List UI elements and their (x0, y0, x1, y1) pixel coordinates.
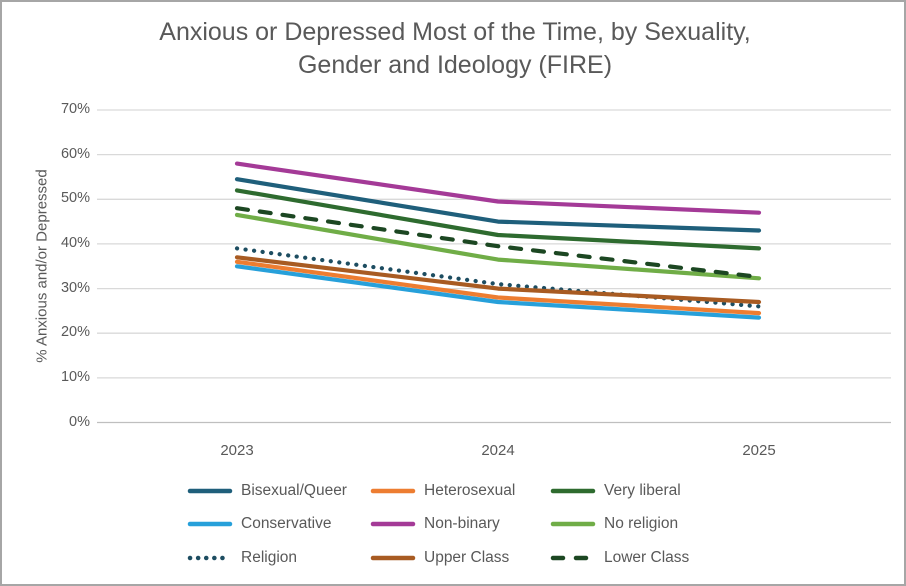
legend-label-upper-class: Upper Class (424, 549, 510, 566)
legend-item-non-binary: Non-binary (370, 514, 500, 534)
x-tick-label-2025: 2025 (742, 442, 776, 459)
legend-item-upper-class: Upper Class (370, 548, 509, 568)
legend-item-bisexual-queer: Bisexual/Queer (187, 481, 347, 501)
series-line-non-binary (234, 161, 762, 215)
series-line-heterosexual (234, 259, 762, 316)
legend-swatch-lower-class (550, 555, 596, 561)
legend-swatch-heterosexual (370, 488, 416, 494)
y-tick-label-10: 10% (60, 368, 90, 385)
legend-swatch-very-liberal (550, 488, 596, 494)
y-tick-label-0: 0% (69, 413, 90, 430)
legend-swatch-religion (187, 555, 233, 561)
y-tick-label-50: 50% (60, 190, 90, 207)
x-tick-label-2023: 2023 (220, 442, 254, 459)
legend-swatch-conservative (187, 521, 233, 527)
legend-swatch-non-binary (370, 521, 416, 527)
legend-label-very-liberal: Very liberal (604, 482, 681, 499)
series-line-conservative (234, 264, 762, 320)
legend-swatch-bisexual-queer (187, 488, 233, 494)
legend-label-lower-class: Lower Class (604, 549, 690, 566)
y-tick-label-20: 20% (60, 324, 90, 341)
y-tick-label-30: 30% (60, 279, 90, 296)
legend-item-religion: Religion (187, 548, 297, 568)
series-line-very-liberal (234, 188, 762, 251)
legend-label-bisexual-queer: Bisexual/Queer (241, 482, 347, 499)
legend-label-non-binary: Non-binary (424, 515, 500, 532)
series-line-bisexual-queer (234, 177, 762, 233)
legend-label-no-religion: No religion (604, 515, 679, 532)
legend-item-lower-class: Lower Class (550, 548, 689, 568)
legend-item-heterosexual: Heterosexual (370, 481, 515, 501)
legend-item-very-liberal: Very liberal (550, 481, 681, 501)
x-tick-label-2024: 2024 (481, 442, 515, 459)
y-tick-label-60: 60% (60, 145, 90, 162)
series-line-no-religion (234, 212, 762, 281)
chart-title: Anxious or Depressed Most of the Time, b… (159, 18, 751, 79)
y-tick-label-40: 40% (60, 234, 90, 251)
legend-label-religion: Religion (241, 549, 298, 566)
legend-label-conservative: Conservative (241, 515, 332, 532)
legend-swatch-no-religion (550, 521, 596, 527)
legend-item-no-religion: No religion (550, 514, 678, 534)
series-line-lower-class (234, 206, 762, 280)
legend-item-conservative: Conservative (187, 514, 331, 534)
y-tick-label-70: 70% (60, 101, 90, 117)
series-line-upper-class (234, 255, 762, 305)
legend-swatch-upper-class (370, 555, 416, 561)
legend-label-heterosexual: Heterosexual (424, 482, 516, 499)
